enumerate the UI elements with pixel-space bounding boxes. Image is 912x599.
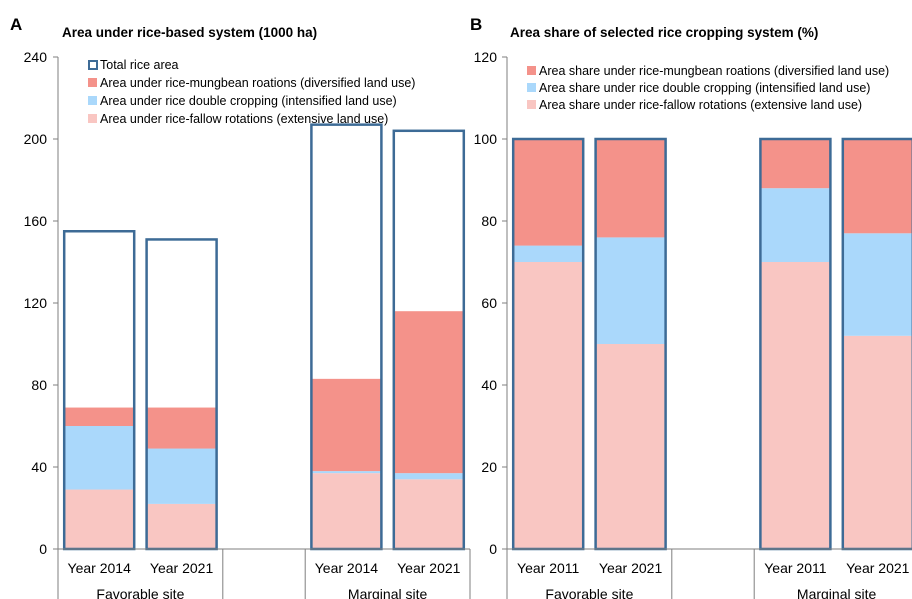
y-tick-label: 40 bbox=[481, 377, 497, 393]
x-category-label: Year 2021 bbox=[846, 560, 910, 576]
y-tick-label: 120 bbox=[474, 49, 498, 65]
x-group-label: Marginal site bbox=[348, 586, 428, 599]
bar-segment bbox=[596, 139, 666, 237]
bar-segment bbox=[394, 479, 464, 549]
x-category-label: Year 2011 bbox=[764, 560, 826, 576]
panel-b-title: Area share of selected rice cropping sys… bbox=[510, 25, 818, 40]
legend-swatch bbox=[88, 78, 97, 87]
y-tick-label: 0 bbox=[39, 541, 47, 557]
x-group-label: Favorable site bbox=[545, 586, 633, 599]
bar-segment bbox=[843, 233, 912, 335]
bar-segment bbox=[311, 473, 381, 549]
legend-label: Area share under rice-mungbean roations … bbox=[539, 64, 889, 78]
legend-swatch bbox=[527, 83, 536, 92]
y-tick-label: 80 bbox=[31, 377, 47, 393]
y-tick-label: 240 bbox=[24, 49, 48, 65]
panel-a-chart: 0 40 80 120 160 200 240 Year 2014 Year 2021 Year … bbox=[24, 49, 470, 599]
y-tick-label: 80 bbox=[481, 213, 497, 229]
y-tick-label: 0 bbox=[489, 541, 497, 557]
legend-swatch bbox=[88, 114, 97, 123]
legend-swatch bbox=[527, 100, 536, 109]
bar-segment bbox=[147, 504, 217, 549]
bar-segment bbox=[147, 449, 217, 504]
y-tick-label: 100 bbox=[474, 131, 498, 147]
bar-segment bbox=[513, 246, 583, 262]
panel-a-letter: A bbox=[10, 15, 22, 34]
y-tick-label: 200 bbox=[24, 131, 48, 147]
bar-segment bbox=[311, 471, 381, 473]
x-category-label: Year 2014 bbox=[315, 560, 379, 576]
bar-segment bbox=[760, 139, 830, 188]
legend-label: Total rice area bbox=[100, 58, 179, 72]
bar-segment bbox=[394, 311, 464, 473]
bar-segment bbox=[64, 490, 134, 549]
y-tick-label: 60 bbox=[481, 295, 497, 311]
bar-segment bbox=[760, 188, 830, 262]
x-category-label: Year 2014 bbox=[68, 560, 132, 576]
y-tick-label: 160 bbox=[24, 213, 48, 229]
legend-label: Area share under rice-fallow rotations (… bbox=[539, 98, 862, 112]
legend-swatch bbox=[88, 96, 97, 105]
panel-b-chart: 0 20 40 60 80 100 120 Year 2011 Year 2021 Year 20… bbox=[474, 49, 912, 599]
bar-segment bbox=[513, 139, 583, 246]
bar-segment bbox=[64, 408, 134, 426]
bar-segment bbox=[513, 262, 583, 549]
legend-swatch bbox=[89, 61, 97, 69]
bar-segment bbox=[760, 262, 830, 549]
x-category-label: Year 2021 bbox=[599, 560, 663, 576]
bar-segment bbox=[64, 426, 134, 490]
y-tick-label: 120 bbox=[24, 295, 48, 311]
legend-label: Area share under rice double cropping (i… bbox=[539, 81, 870, 95]
panel-b-letter: B bbox=[470, 15, 482, 34]
bar-segment bbox=[843, 139, 912, 233]
bar-segment bbox=[147, 408, 217, 449]
x-group-label: Favorable site bbox=[96, 586, 184, 599]
bar-segment bbox=[311, 379, 381, 471]
y-tick-label: 20 bbox=[481, 459, 497, 475]
panel-a-title: Area under rice-based system (1000 ha) bbox=[62, 25, 317, 40]
legend-label: Area under rice double cropping (intensi… bbox=[100, 94, 397, 108]
legend-swatch bbox=[527, 66, 536, 75]
legend-label: Area under rice-mungbean roations (diver… bbox=[100, 76, 415, 90]
bar-segment bbox=[394, 473, 464, 479]
x-group-label: Marginal site bbox=[797, 586, 877, 599]
bar-segment bbox=[596, 344, 666, 549]
y-tick-label: 40 bbox=[31, 459, 47, 475]
bar-segment bbox=[843, 336, 912, 549]
bar-segment bbox=[596, 237, 666, 344]
legend-label: Area under rice-fallow rotations (extens… bbox=[100, 112, 388, 126]
x-category-label: Year 2021 bbox=[397, 560, 461, 576]
x-category-label: Year 2011 bbox=[517, 560, 579, 576]
x-category-label: Year 2021 bbox=[150, 560, 214, 576]
